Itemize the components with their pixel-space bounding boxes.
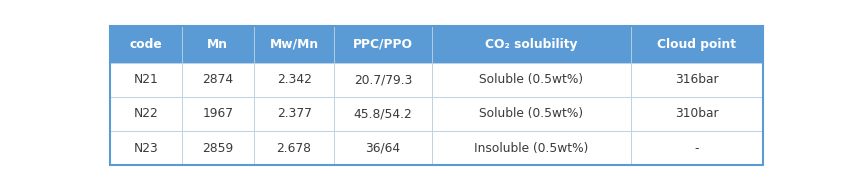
Bar	[334, 131, 432, 165]
Bar	[631, 97, 762, 131]
Text: 2.678: 2.678	[277, 142, 311, 155]
Text: 2874: 2874	[203, 73, 233, 86]
Bar	[631, 131, 762, 165]
Text: 2.377: 2.377	[277, 108, 311, 120]
Text: 2.342: 2.342	[277, 73, 311, 86]
Text: 2859: 2859	[203, 142, 233, 155]
Text: 20.7/79.3: 20.7/79.3	[354, 73, 413, 86]
Text: Soluble (0.5wt%): Soluble (0.5wt%)	[479, 108, 584, 120]
Bar	[334, 97, 432, 131]
Bar	[182, 63, 254, 97]
Text: N23: N23	[134, 142, 158, 155]
Bar	[631, 26, 762, 63]
Bar	[432, 131, 631, 165]
Text: code: code	[129, 38, 162, 51]
Text: CO₂ solubility: CO₂ solubility	[485, 38, 578, 51]
Text: 36/64: 36/64	[366, 142, 401, 155]
Bar	[182, 131, 254, 165]
Text: Mn: Mn	[208, 38, 228, 51]
Text: N22: N22	[134, 108, 158, 120]
Bar	[432, 26, 631, 63]
Bar	[110, 131, 182, 165]
Bar	[432, 63, 631, 97]
Bar	[182, 97, 254, 131]
Bar	[334, 63, 432, 97]
Text: -: -	[694, 142, 700, 155]
Bar	[432, 97, 631, 131]
Bar	[254, 131, 334, 165]
Bar	[254, 97, 334, 131]
Bar	[110, 26, 182, 63]
Bar	[182, 26, 254, 63]
Text: 45.8/54.2: 45.8/54.2	[354, 108, 413, 120]
Text: 316bar: 316bar	[675, 73, 719, 86]
Text: 1967: 1967	[203, 108, 233, 120]
Bar	[254, 26, 334, 63]
Text: 310bar: 310bar	[675, 108, 719, 120]
Text: PPC/PPO: PPC/PPO	[353, 38, 413, 51]
Text: Mw/Mn: Mw/Mn	[270, 38, 318, 51]
Bar	[334, 26, 432, 63]
Text: Soluble (0.5wt%): Soluble (0.5wt%)	[479, 73, 584, 86]
Bar	[110, 63, 182, 97]
Text: Insoluble (0.5wt%): Insoluble (0.5wt%)	[474, 142, 589, 155]
Bar	[631, 63, 762, 97]
Text: Cloud point: Cloud point	[657, 38, 736, 51]
Bar	[110, 97, 182, 131]
Text: N21: N21	[134, 73, 158, 86]
Bar	[254, 63, 334, 97]
